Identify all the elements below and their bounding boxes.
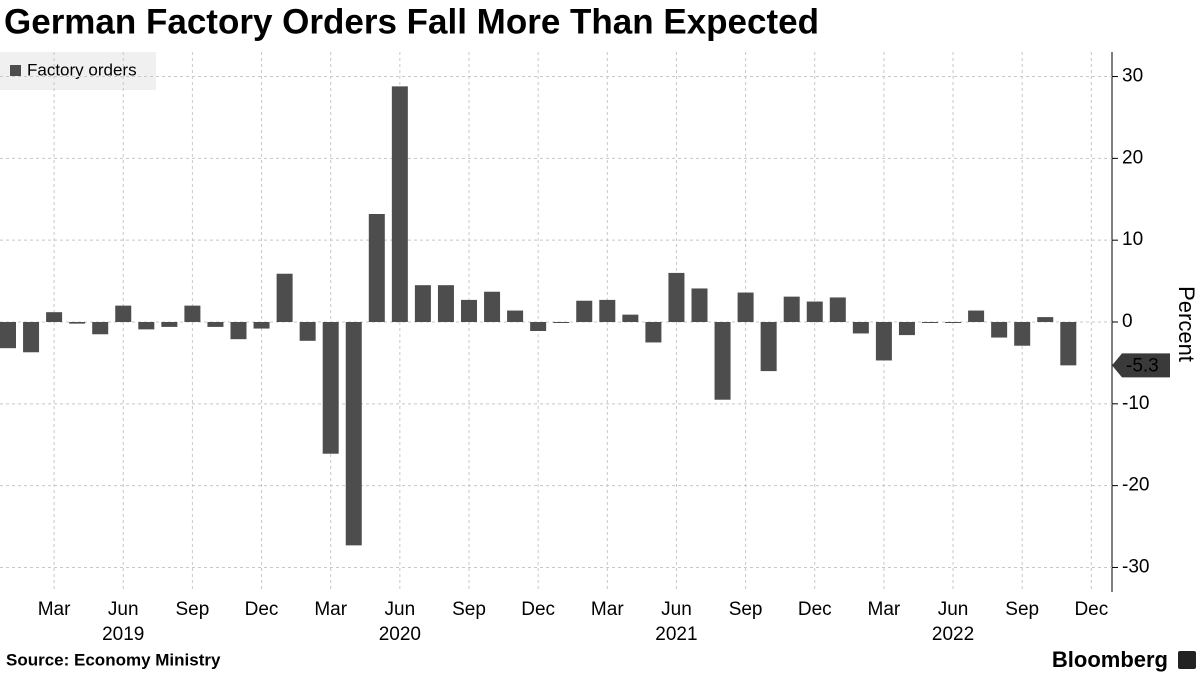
x-tick-label: Sep [729, 599, 763, 620]
bar [299, 322, 316, 341]
brand-icon [1178, 651, 1196, 669]
last-value-tag [1112, 353, 1170, 378]
bar [253, 322, 270, 329]
bar [414, 285, 431, 322]
bar [737, 292, 754, 322]
bar [23, 322, 40, 353]
bar [92, 322, 109, 335]
bar [599, 299, 616, 322]
bar [875, 322, 892, 361]
bar [945, 322, 962, 323]
bar [622, 314, 639, 322]
chart-title: German Factory Orders Fall More Than Exp… [4, 2, 819, 41]
x-tick-label: Dec [798, 599, 832, 620]
x-tick-label: Sep [175, 599, 209, 620]
x-tick-label: Jun [938, 599, 969, 620]
bar [484, 291, 501, 322]
bar [115, 305, 132, 322]
y-axis-label: Percent [1174, 286, 1199, 362]
x-tick-label: Sep [1005, 599, 1039, 620]
x-tick-label: Mar [38, 599, 71, 620]
legend-swatch [10, 65, 21, 76]
bar [668, 272, 685, 322]
bar [207, 322, 224, 327]
legend-box [0, 52, 156, 90]
bar [391, 86, 408, 322]
year-label: 2020 [379, 624, 421, 645]
bar [461, 299, 477, 322]
y-tick-label: -10 [1122, 393, 1149, 414]
bar [852, 322, 869, 334]
year-label: 2022 [932, 624, 974, 645]
bar [345, 322, 362, 546]
year-label: 2019 [102, 624, 144, 645]
bar [1037, 317, 1054, 322]
bar [576, 300, 593, 322]
x-tick-label: Jun [661, 599, 692, 620]
bar [691, 288, 708, 322]
bar [276, 273, 293, 322]
bar [368, 214, 385, 322]
y-tick-label: 10 [1122, 229, 1143, 250]
x-tick-label: Jun [108, 599, 139, 620]
bar [322, 322, 339, 454]
bar [1014, 322, 1031, 346]
y-tick-label: 0 [1122, 311, 1133, 332]
bar [138, 322, 155, 330]
last-value-label: -5.3 [1126, 355, 1159, 376]
bar [968, 310, 985, 322]
bar [507, 310, 524, 322]
x-tick-label: Jun [385, 599, 416, 620]
bar [437, 285, 454, 322]
year-label: 2021 [655, 624, 697, 645]
brand: Bloomberg [1052, 647, 1168, 672]
x-tick-label: Dec [521, 599, 555, 620]
y-tick-label: 20 [1122, 147, 1143, 168]
bar [714, 322, 731, 400]
bar [829, 297, 846, 322]
bar [1060, 322, 1077, 366]
bar [530, 322, 547, 331]
bar [46, 312, 63, 322]
x-tick-label: Mar [868, 599, 901, 620]
bar [230, 322, 247, 340]
bar [991, 322, 1008, 338]
bar [645, 322, 662, 343]
bar [553, 322, 570, 323]
x-tick-label: Dec [245, 599, 279, 620]
bar [760, 322, 777, 372]
bar [783, 296, 800, 322]
bar [0, 322, 16, 349]
bar [184, 305, 201, 322]
y-tick-label: -30 [1122, 556, 1149, 577]
x-tick-label: Dec [1074, 599, 1108, 620]
bar [922, 322, 938, 323]
x-tick-label: Mar [314, 599, 347, 620]
bar [806, 301, 823, 322]
x-tick-label: Mar [591, 599, 624, 620]
bar [161, 322, 178, 327]
y-tick-label: -20 [1122, 475, 1149, 496]
y-tick-label: 30 [1122, 66, 1143, 87]
x-tick-label: Sep [452, 599, 486, 620]
source: Source: Economy Ministry [6, 650, 221, 669]
bar [898, 322, 915, 336]
bar [69, 322, 86, 324]
